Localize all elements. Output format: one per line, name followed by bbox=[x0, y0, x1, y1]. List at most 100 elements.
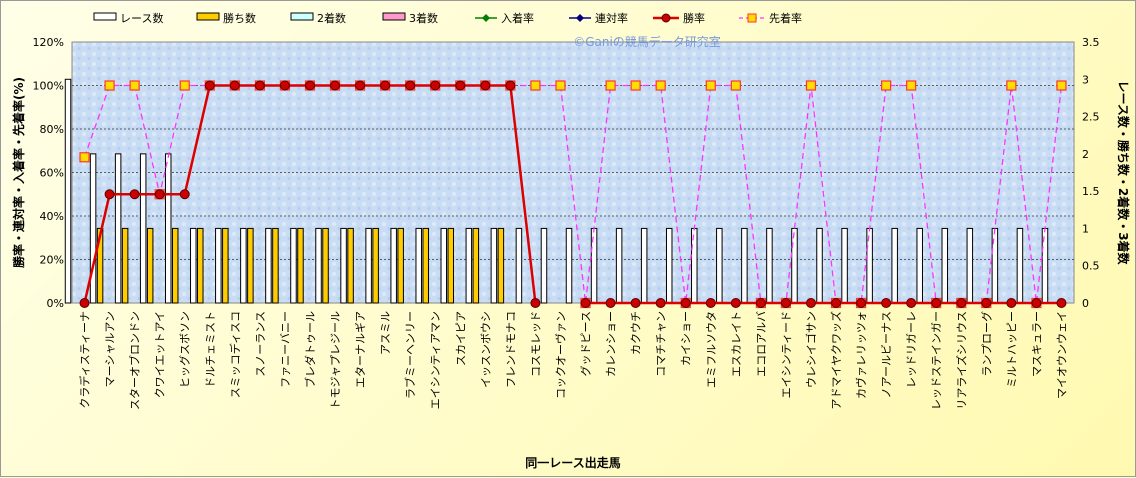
point-先着率 bbox=[655, 80, 666, 91]
y-left-tick-label: 120% bbox=[33, 36, 64, 49]
bar-レース数 bbox=[691, 227, 698, 304]
point-勝率 bbox=[104, 189, 115, 200]
bar-勝ち数 bbox=[272, 227, 279, 304]
point-先着率 bbox=[530, 80, 541, 91]
point-勝率 bbox=[1006, 298, 1017, 308]
category-label: マスキュラー bbox=[1030, 311, 1043, 377]
category-label: グッドピース bbox=[579, 311, 593, 376]
point-先着率 bbox=[129, 80, 140, 91]
bar-レース数 bbox=[215, 227, 222, 304]
point-勝率 bbox=[304, 80, 315, 91]
point-勝率 bbox=[580, 298, 591, 308]
point-勝率 bbox=[229, 80, 240, 91]
y-right-tick-label: 2.5 bbox=[1082, 111, 1100, 124]
y-right-tick-label: 0 bbox=[1082, 297, 1089, 310]
y-left-tick-label: 40% bbox=[40, 210, 64, 223]
category-label: マイオウンウェイ bbox=[1056, 311, 1069, 399]
bar-勝ち数 bbox=[372, 227, 379, 304]
legend-swatch-レース数 bbox=[93, 12, 117, 21]
bar-レース数 bbox=[540, 227, 548, 304]
point-勝率 bbox=[805, 298, 816, 308]
category-label: ドルチェミスト bbox=[204, 311, 217, 388]
point-勝率 bbox=[906, 298, 917, 308]
y-right-tick-label: 1 bbox=[1082, 222, 1089, 235]
bar-勝ち数 bbox=[497, 227, 505, 304]
point-勝率 bbox=[655, 298, 666, 308]
bar-レース数 bbox=[265, 227, 272, 304]
bar-レース数 bbox=[515, 227, 523, 304]
bar-レース数 bbox=[465, 227, 473, 304]
bar-レース数 bbox=[1041, 227, 1049, 304]
bar-レース数 bbox=[290, 227, 297, 304]
point-勝率 bbox=[455, 80, 466, 91]
bar-勝ち数 bbox=[96, 227, 104, 304]
point-勝率 bbox=[254, 80, 265, 91]
point-先着率 bbox=[605, 80, 616, 91]
category-label: ウレシイゴサン bbox=[804, 311, 818, 388]
category-label: エコロアルバ bbox=[755, 311, 768, 377]
point-勝率 bbox=[630, 298, 641, 308]
category-label: レッドリガーレ bbox=[905, 311, 918, 388]
y-right-tick-label: 3.5 bbox=[1082, 36, 1100, 49]
legend-label: 連対率 bbox=[595, 11, 628, 25]
bar-勝ち数 bbox=[322, 227, 329, 304]
point-勝率 bbox=[780, 298, 791, 308]
bar-レース数 bbox=[991, 227, 999, 304]
bar-勝ち数 bbox=[121, 227, 129, 304]
point-勝率 bbox=[605, 298, 616, 308]
category-label: カヴァレリッツォ bbox=[854, 311, 868, 399]
legend-label: 先着率 bbox=[769, 11, 802, 25]
category-label: ミルトハッピー bbox=[1005, 311, 1018, 388]
bar-レース数 bbox=[565, 227, 573, 304]
point-勝率 bbox=[881, 298, 892, 308]
point-勝率 bbox=[831, 298, 842, 308]
bar-レース数 bbox=[490, 227, 498, 304]
point-勝率 bbox=[154, 189, 165, 200]
point-先着率 bbox=[1056, 80, 1067, 91]
bar-レース数 bbox=[816, 227, 823, 304]
point-勝率 bbox=[430, 80, 441, 91]
category-label: スターオブロンドン bbox=[128, 311, 142, 410]
bar-勝ち数 bbox=[247, 227, 254, 304]
point-勝率 bbox=[79, 298, 90, 308]
bar-レース数 bbox=[741, 227, 748, 304]
bar-レース数 bbox=[665, 227, 673, 304]
bar-勝ち数 bbox=[347, 227, 354, 304]
bar-レース数 bbox=[315, 227, 322, 304]
point-勝率 bbox=[1056, 298, 1067, 308]
bar-レース数 bbox=[440, 227, 448, 304]
point-勝率 bbox=[330, 80, 341, 91]
bar-勝ち数 bbox=[397, 227, 404, 304]
category-label: フレンドモナコ bbox=[504, 311, 517, 388]
category-label: スミッコディスコ bbox=[228, 311, 242, 398]
legend-label: 3着数 bbox=[409, 11, 438, 25]
bar-勝ち数 bbox=[472, 227, 480, 304]
bar-レース数 bbox=[966, 227, 974, 304]
legend-marker-入着率 bbox=[482, 14, 490, 22]
legend-swatch-勝ち数 bbox=[196, 12, 220, 21]
y-left-tick-label: 100% bbox=[33, 80, 64, 93]
bar-レース数 bbox=[190, 227, 197, 304]
bar-レース数 bbox=[139, 153, 147, 304]
bar-レース数 bbox=[89, 153, 97, 304]
bar-レース数 bbox=[941, 227, 949, 304]
y-right-tick-label: 3 bbox=[1082, 73, 1089, 86]
point-先着率 bbox=[79, 152, 90, 163]
category-label: クラディスティーナ bbox=[78, 311, 92, 409]
category-label: カレンショー bbox=[605, 311, 618, 377]
category-label: エターナルギア bbox=[354, 311, 367, 388]
bar-レース数 bbox=[340, 227, 347, 304]
point-勝率 bbox=[505, 80, 516, 91]
category-label: イッスンボウシ bbox=[479, 311, 492, 388]
category-label: エミフルソウタ bbox=[705, 311, 718, 388]
bar-レース数 bbox=[240, 227, 247, 304]
category-label: ファニーバニー bbox=[279, 311, 292, 388]
point-先着率 bbox=[881, 80, 892, 91]
category-label: リアライズシリウス bbox=[954, 311, 968, 410]
category-label: カイショー bbox=[680, 311, 693, 366]
bar-レース数 bbox=[590, 227, 598, 304]
watermark: ©Ganiの競馬データ研究室 bbox=[573, 34, 721, 49]
legend-marker-連対率 bbox=[576, 14, 584, 22]
legend-swatch-3着数 bbox=[382, 12, 406, 21]
